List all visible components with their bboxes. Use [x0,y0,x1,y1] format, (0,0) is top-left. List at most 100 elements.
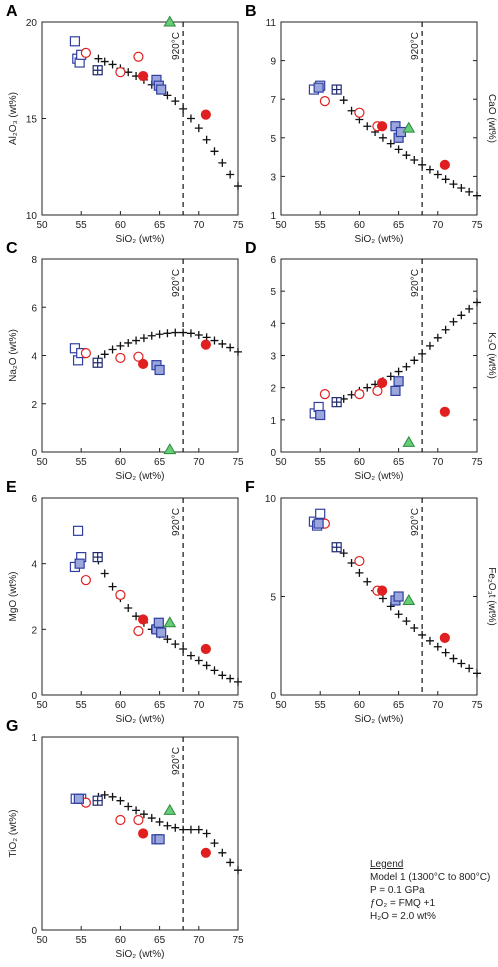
y-tick-label: 0 [270,448,276,459]
plot-frame [280,258,478,453]
isotherm-label: 920°C [410,32,421,60]
square-plus-cross [93,796,103,806]
model-point [108,582,117,591]
model-point [410,624,419,633]
filled-circle-marker [200,643,211,655]
model-point [378,133,387,142]
model-point [163,91,172,100]
panel-g: G 50 55 60 65 70 75 0 1 SiO₂ (wt%) TiO₂ (wt%) 920°C [6,718,244,960]
model-point [234,866,242,875]
x-tick-label: 70 [432,457,444,468]
square-plus-cross [332,542,342,552]
model-point [108,792,117,801]
x-tick-label: 70 [193,457,205,468]
model-point [218,158,227,167]
y-tick-label: 4 [31,560,37,571]
model-point [457,183,466,192]
filled-circle-marker [138,70,149,82]
x-tick-label: 60 [115,220,127,231]
legend: Legend Model 1 (1300°C to 800°C) P = 0.1… [370,859,490,922]
legend-line-pressure: P = 0.1 GPa [370,885,425,896]
model-point [179,104,188,113]
model-point [124,802,133,811]
y-axis-label: MgO (wt%) [8,572,19,622]
model-point [210,147,219,156]
filled-square-marker [390,121,401,132]
y-tick-label: 2 [270,384,276,395]
filled-square-marker [313,82,324,93]
model-point [347,559,356,568]
model-point [394,145,403,154]
x-tick-label: 75 [471,220,483,231]
model-point [186,329,195,338]
filled-square-marker [315,409,326,421]
model-point [210,666,219,675]
y-tick-label: 1 [31,733,37,744]
model-point [179,645,188,654]
isotherm-label: 920°C [171,508,182,536]
x-tick-label: 55 [76,700,88,711]
x-tick-label: 70 [432,220,444,231]
square-plus-cross [93,358,103,368]
filled-circle-marker [200,847,211,858]
model-point [139,334,148,343]
x-tick-label: 65 [154,457,166,468]
x-axis-label: SiO₂ (wt%) [116,471,165,482]
model-point [425,636,434,645]
model-point [218,339,227,348]
filled-circle-marker [377,377,388,388]
x-tick-label: 55 [76,935,88,946]
y-tick-label: 6 [31,494,37,505]
model-point [418,349,427,358]
x-tick-label: 75 [471,457,483,468]
filled-circle-marker [439,632,450,643]
model-point [226,170,235,179]
panel-f: F 50 55 60 65 70 75 0 5 10 SiO₂ (wt%) Fe₂O₃t (wt%) 9… [245,479,497,725]
model-point [194,656,203,665]
y-tick-label: 0 [31,448,37,459]
filled-square-marker [154,364,165,376]
open-circle-marker [354,389,365,400]
x-tick-label: 60 [115,700,127,711]
x-tick-label: 65 [154,935,166,946]
model-point [402,151,411,160]
model-point [116,341,125,350]
model-point [465,304,474,313]
filled-square-marker [154,834,165,845]
y-axis-label: Al₂O₃ (wt%) [8,92,19,145]
y-tick-label: 5 [270,593,276,604]
y-tick-label: 6 [270,255,276,266]
model-point [418,630,427,639]
filled-square-marker [313,518,324,529]
filled-circle-marker [138,614,149,625]
model-point [347,390,356,399]
model-point [163,329,172,338]
open-circle-marker [80,347,92,359]
filled-circle-marker [377,121,388,132]
y-tick-label: 3 [270,352,276,363]
model-point [210,839,219,848]
model-point [132,336,141,345]
x-axis-label: SiO₂ (wt%) [355,714,404,725]
open-square-marker [69,36,81,47]
legend-line-model: Model 1 (1300°C to 800°C) [370,872,490,883]
model-point [94,54,103,63]
open-circle-marker [80,47,92,58]
x-tick-label: 65 [154,220,166,231]
y-tick-label: 7 [270,95,276,106]
triangle-marker [163,803,177,815]
model-point [163,635,172,644]
model-point [347,106,356,115]
panel-a: A 50 55 60 65 70 75 10 15 20 SiO₂ (wt%) Al₂O₃ (wt%)… [6,3,244,245]
model-point [386,139,395,148]
triangle-marker [163,15,177,27]
model-point [171,328,180,337]
model-point [194,124,203,133]
model-point [410,155,419,164]
model-point [457,311,466,320]
model-point [147,814,156,823]
model-point [441,175,450,184]
model-point [465,187,474,196]
x-tick-label: 60 [115,935,127,946]
